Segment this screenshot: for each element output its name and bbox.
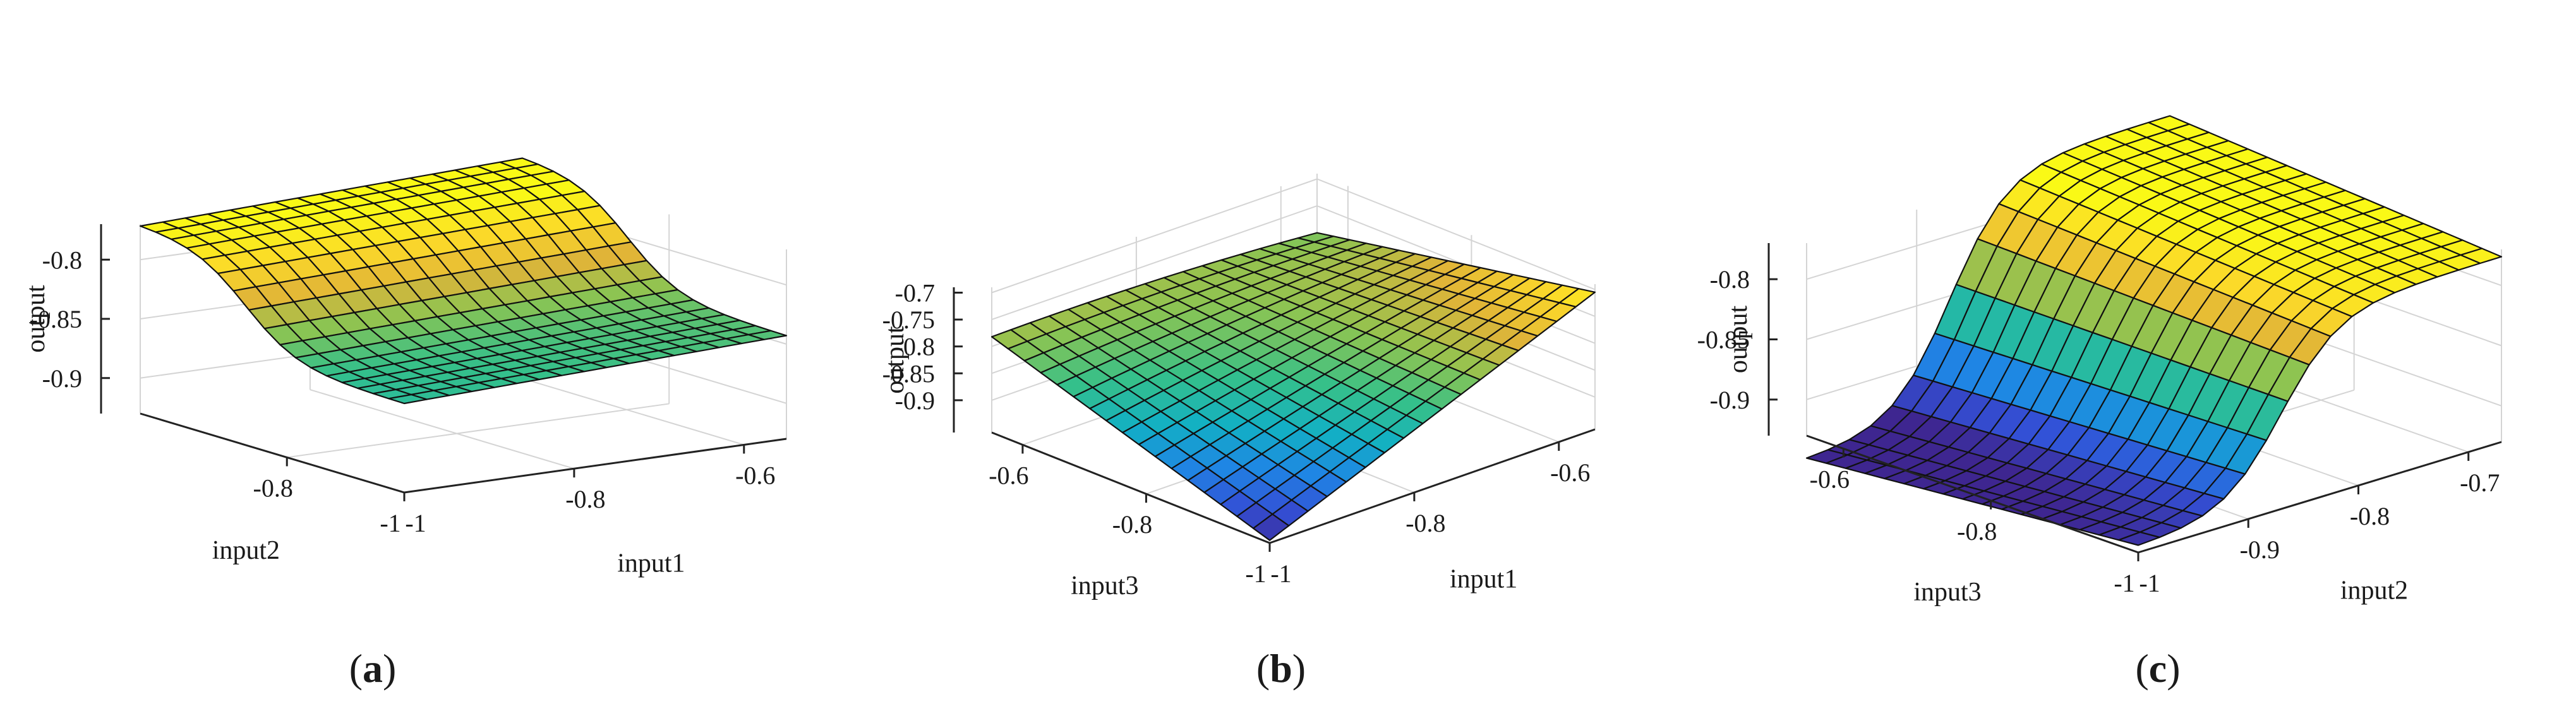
y-axis-label: input3 [1913, 578, 1981, 607]
axes [1767, 243, 2502, 561]
y-tick-label: -0.8 [1112, 510, 1152, 539]
y-tick-label: -0.8 [1957, 517, 1997, 546]
z-tick-label: -0.9 [1710, 386, 1750, 414]
x-tick-label: -0.8 [1405, 509, 1445, 537]
y-tick-label: -1 [1245, 559, 1266, 588]
y-tick-label: -1 [2114, 569, 2134, 597]
surface-mesh [990, 232, 1596, 541]
caption-a: (a) [349, 646, 397, 691]
x-tick-label: -0.8 [2350, 502, 2390, 530]
x-tick-label: -0.6 [735, 461, 775, 489]
caption-b: (b) [1256, 646, 1306, 691]
z-axis-label: output [21, 285, 51, 353]
axes [100, 224, 787, 501]
z-tick-label: -0.8 [895, 333, 935, 361]
x-tick-label: -1 [405, 509, 426, 537]
surface-mesh [1805, 115, 2503, 546]
x-tick-label: -0.6 [1550, 458, 1590, 487]
x-tick-label: -0.9 [2240, 535, 2280, 564]
y-axis-label: input2 [212, 536, 280, 565]
x-tick-label: -1 [2139, 569, 2160, 597]
z-tick-label: -0.7 [895, 279, 935, 307]
y-tick-label: -0.8 [253, 474, 293, 502]
z-tick-label: -0.85 [882, 359, 935, 388]
x-axis-label: input1 [617, 549, 685, 578]
z-tick-label: -0.8 [42, 246, 82, 274]
z-tick-label: -0.9 [895, 386, 935, 415]
y-axis-label: input3 [1071, 571, 1138, 600]
surface-patch [1252, 513, 1290, 541]
surface-plot-b: -1-0.8-0.6-1-0.8-0.6-0.7-0.75-0.8-0.85-0… [881, 174, 1596, 600]
surface-plot-c: -1 -0.9 -0.8 -0.7 -1 -0.8 -0.6 -0.8 -0.85 -0.9 inp… [1697, 115, 2503, 607]
z-tick-label: -0.9 [42, 364, 82, 393]
surface-patch [388, 393, 428, 405]
y-tick-label: -0.6 [989, 461, 1028, 489]
y-tick-label: -1 [380, 509, 400, 537]
surface-mesh [139, 157, 788, 405]
z-axis-label: output [881, 326, 910, 394]
z-axis-label: output [1724, 306, 1753, 374]
y-tick-label: -0.6 [1810, 465, 1850, 494]
caption-c: (c) [2135, 646, 2180, 691]
z-tick-label: -0.85 [30, 305, 82, 333]
z-tick-label: -0.85 [1697, 326, 1750, 354]
z-tick-label: -0.75 [882, 306, 935, 334]
z-tick-label: -0.8 [1710, 265, 1750, 294]
axes [953, 287, 1596, 552]
x-axis-label: input2 [2340, 576, 2408, 606]
surface-patch [2118, 531, 2160, 546]
x-tick-label: -0.7 [2460, 468, 2500, 497]
surface-plot-a: -1 -0.8 -0.6 -1 -0.8 -0.8 -0.85 -0.9 input1 input… [21, 157, 788, 578]
x-axis-label: input1 [1450, 565, 1517, 594]
x-tick-label: -0.8 [565, 485, 605, 513]
x-tick-label: -1 [1270, 559, 1291, 588]
